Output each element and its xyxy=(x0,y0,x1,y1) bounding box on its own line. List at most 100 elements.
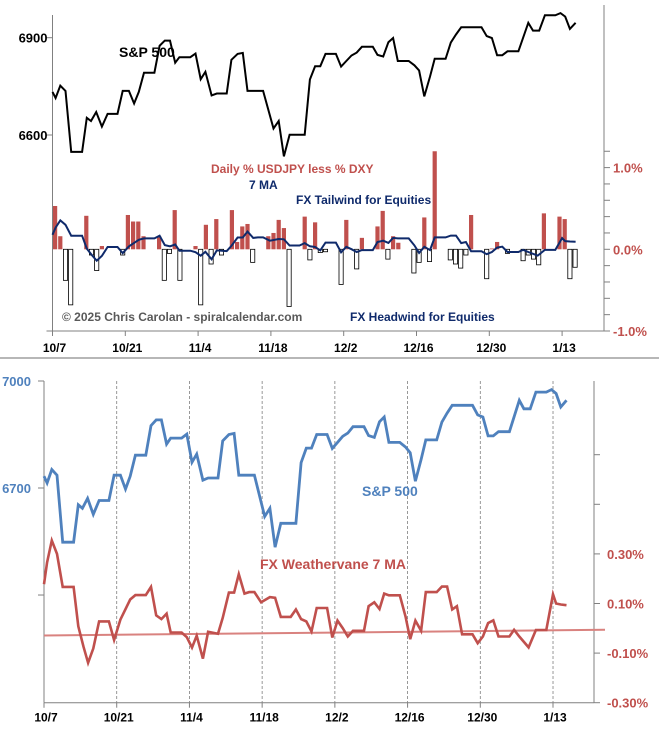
x-axis-label: 12/30 xyxy=(467,711,497,725)
daily-bar xyxy=(271,232,276,250)
daily-bar xyxy=(166,248,172,254)
daily-bar xyxy=(452,248,458,265)
daily-bar xyxy=(63,248,69,281)
daily-bar xyxy=(536,248,542,266)
daily-bar xyxy=(562,219,567,250)
x-axis-label: 11/4 xyxy=(180,711,203,725)
daily-bar xyxy=(567,248,573,280)
daily-bar xyxy=(458,248,464,269)
x-axis-label: 12/16 xyxy=(395,711,425,725)
tailwind-label: FX Tailwind for Equities xyxy=(296,193,431,207)
daily-bar xyxy=(422,217,427,250)
daily-bar xyxy=(557,216,562,250)
daily-bar xyxy=(245,223,250,250)
daily-bar xyxy=(136,221,141,250)
daily-bar xyxy=(463,248,469,256)
right-axis-label: 1.0% xyxy=(613,161,643,176)
bars-label: Daily % USDJPY less % DXY xyxy=(211,162,374,176)
daily-bar xyxy=(214,219,219,250)
daily-bar xyxy=(380,210,385,250)
headwind-label: FX Headwind for Equities xyxy=(350,310,495,324)
daily-bar xyxy=(276,219,281,250)
daily-bar xyxy=(193,246,198,250)
daily-bar xyxy=(469,214,474,250)
daily-bar xyxy=(396,242,401,250)
x-axis-label: 11/18 xyxy=(249,711,279,725)
sp500-line xyxy=(42,387,568,548)
x-axis-label: 1/13 xyxy=(543,711,567,725)
daily-bar xyxy=(313,222,318,250)
daily-bar xyxy=(198,248,204,306)
daily-bar xyxy=(307,248,313,261)
daily-bar xyxy=(322,248,328,253)
daily-bar xyxy=(203,224,208,250)
daily-bar xyxy=(125,214,130,250)
daily-bar xyxy=(58,236,63,250)
daily-bar xyxy=(250,248,256,263)
daily-bar xyxy=(484,248,490,280)
daily-bar xyxy=(541,213,546,250)
bottom-panel: 10/7 10/21 11/4 11/18 12/2 12/16 12/30 1/13 7000… xyxy=(2,374,649,725)
right-axis-label: 0.0% xyxy=(613,242,643,257)
weathervane-line xyxy=(42,535,567,668)
daily-bar xyxy=(495,241,500,250)
daily-bar xyxy=(354,248,360,270)
right-axis-label: 0.30% xyxy=(607,547,644,562)
left-axis-label: 6600 xyxy=(19,128,48,143)
daily-bar xyxy=(426,248,432,262)
daily-bar xyxy=(218,248,224,256)
daily-bar xyxy=(572,248,578,268)
trendline xyxy=(43,628,606,637)
daily-bar xyxy=(235,241,240,250)
copyright-label: © 2025 Chris Carolan - spiralcalendar.co… xyxy=(62,310,302,324)
daily-bar xyxy=(338,248,344,285)
left-axis-label: 7000 xyxy=(2,374,31,389)
daily-bar xyxy=(489,248,494,250)
daily-bar xyxy=(385,248,391,260)
ma-label: 7 MA xyxy=(249,178,278,192)
x-axis-label: 12/30 xyxy=(476,341,506,355)
x-axis-label: 10/21 xyxy=(104,711,134,725)
top-sp500-label: S&P 500 xyxy=(119,44,175,60)
daily-bar xyxy=(161,248,167,281)
daily-bar xyxy=(344,219,349,250)
right-axis-label: -0.30% xyxy=(607,696,649,711)
daily-bar xyxy=(416,248,422,263)
x-axis-label: 1/13 xyxy=(552,341,576,355)
daily-bar xyxy=(447,248,453,261)
daily-bar xyxy=(391,236,396,250)
x-axis-label: 10/7 xyxy=(34,711,58,725)
top-panel: 6900 6600 1.0% 0.0% -1.0% 10/7 10/21 11/4 11/18 1… xyxy=(19,5,647,355)
x-axis-label: 11/4 xyxy=(189,341,212,355)
daily-bar xyxy=(177,248,183,281)
left-axis-label: 6900 xyxy=(19,31,48,46)
right-axis-label: -1.0% xyxy=(613,324,647,339)
right-axis-label: 0.10% xyxy=(607,597,644,612)
x-axis-label: 11/18 xyxy=(258,341,288,355)
daily-bar xyxy=(375,226,380,250)
daily-bar xyxy=(131,221,136,250)
x-axis-label: 10/7 xyxy=(43,341,67,355)
daily-bar xyxy=(141,236,146,250)
weathervane-label: FX Weathervane 7 MA xyxy=(260,556,406,572)
left-axis-label: 6700 xyxy=(2,481,31,496)
daily-bar xyxy=(172,210,177,250)
daily-bar xyxy=(157,236,162,250)
daily-bar xyxy=(84,215,89,250)
daily-bar xyxy=(99,246,104,250)
daily-bar xyxy=(266,236,271,250)
daily-bar xyxy=(411,248,417,274)
daily-bar xyxy=(229,210,234,250)
ma-7-line xyxy=(51,218,576,263)
x-axis-label: 10/21 xyxy=(112,341,142,355)
x-axis-label: 12/16 xyxy=(403,341,433,355)
daily-bar xyxy=(286,248,292,307)
x-axis-label: 12/2 xyxy=(325,711,349,725)
daily-bar xyxy=(432,151,437,250)
daily-bar xyxy=(359,237,364,250)
bottom-sp500-label: S&P 500 xyxy=(362,483,418,499)
daily-bar xyxy=(302,216,307,250)
sp500-line xyxy=(51,11,577,157)
right-axis-label: -0.10% xyxy=(607,646,649,661)
